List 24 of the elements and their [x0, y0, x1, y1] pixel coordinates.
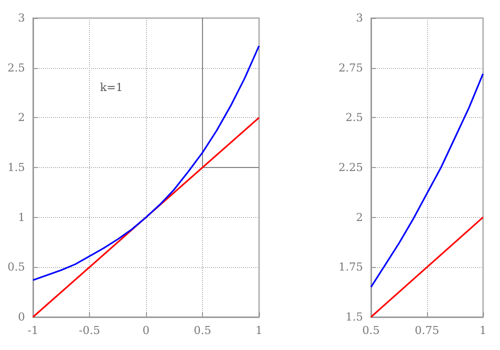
- y-tick-label: 2: [356, 210, 363, 224]
- x-tick-label: 1: [256, 324, 262, 337]
- y-tick-label: 2: [18, 111, 25, 124]
- line-series: [370, 73, 484, 288]
- annotation: k=1: [100, 81, 123, 94]
- line-series: [32, 45, 260, 281]
- y-tick-label: 1.75: [338, 260, 363, 274]
- y-tick-label: 0.5: [8, 260, 25, 274]
- y-tick-label: 3: [18, 12, 25, 24]
- y-tick-label: 2.5: [346, 111, 363, 124]
- x-tick-label: 0.5: [194, 324, 212, 337]
- x-tick-label: -0.5: [78, 324, 100, 337]
- y-tick-label: 2.5: [8, 61, 25, 74]
- x-tick-label: -1: [28, 324, 38, 337]
- x-tick-label: 0.75: [414, 324, 440, 337]
- y-tick-label: 2.75: [338, 61, 363, 74]
- x-tick-label: 1: [480, 324, 486, 337]
- y-tick-label: 2.25: [338, 161, 363, 174]
- y-tick-label: 3: [356, 12, 363, 24]
- y-tick-label: 1: [18, 210, 25, 224]
- x-tick-label: 0: [142, 324, 150, 337]
- y-tick-label: 0: [18, 310, 25, 324]
- y-tick-label: 1.5: [8, 161, 25, 174]
- y-tick-label: 1.5: [346, 310, 363, 324]
